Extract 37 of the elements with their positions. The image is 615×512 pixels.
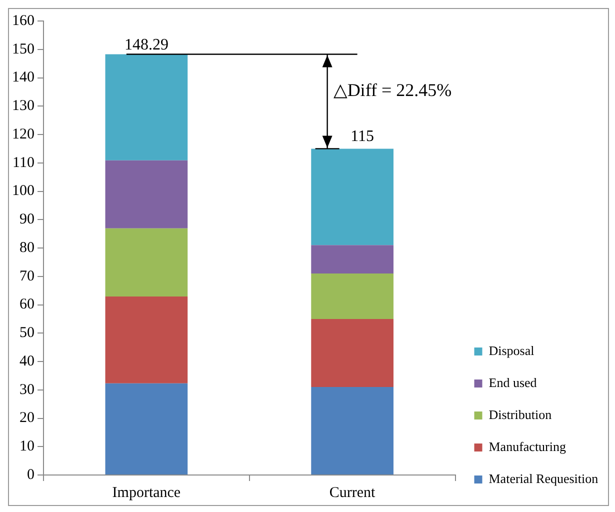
- y-tick-label: 90: [20, 212, 34, 228]
- y-tick-label: 100: [12, 183, 34, 200]
- legend-label: Manufacturing: [488, 438, 566, 454]
- annotation: △Diff = 22.45%: [333, 80, 452, 100]
- bar: [105, 383, 188, 474]
- y-tick-label: 70: [20, 268, 34, 284]
- bar: [311, 245, 394, 274]
- bar: [105, 228, 188, 297]
- x-tick-label: Current: [329, 484, 376, 501]
- bar: [105, 54, 188, 160]
- y-tick-label: 60: [20, 296, 34, 313]
- y-tick-label: 0: [27, 466, 34, 483]
- y-tick-label: 50: [20, 325, 34, 342]
- legend-label: Material Requesition: [488, 470, 599, 486]
- x-tick-label: Importance: [112, 484, 181, 501]
- y-tick-label: 150: [12, 41, 34, 58]
- y-tick-label: 120: [12, 126, 34, 142]
- y-tick-label: 110: [12, 154, 34, 171]
- bar: [311, 318, 394, 388]
- y-tick-label: 160: [12, 12, 34, 29]
- bar: [105, 160, 188, 228]
- y-tick-label: 80: [20, 240, 34, 256]
- y-tick-label: 30: [20, 382, 34, 398]
- annotation: 148.29: [124, 36, 168, 54]
- legend-label: Distribution: [488, 406, 552, 422]
- bar: [311, 387, 394, 474]
- annotation: 115: [350, 128, 374, 145]
- bar: [311, 274, 394, 319]
- y-tick-label: 130: [12, 98, 34, 114]
- y-tick-label: 10: [20, 438, 34, 455]
- y-tick-label: 140: [12, 70, 34, 86]
- bar: [105, 296, 188, 384]
- y-tick-label: 20: [20, 410, 34, 426]
- y-tick-label: 40: [20, 353, 34, 370]
- bar: [311, 148, 394, 246]
- legend-label: Disposal: [488, 342, 535, 358]
- legend-label: End used: [488, 374, 538, 390]
